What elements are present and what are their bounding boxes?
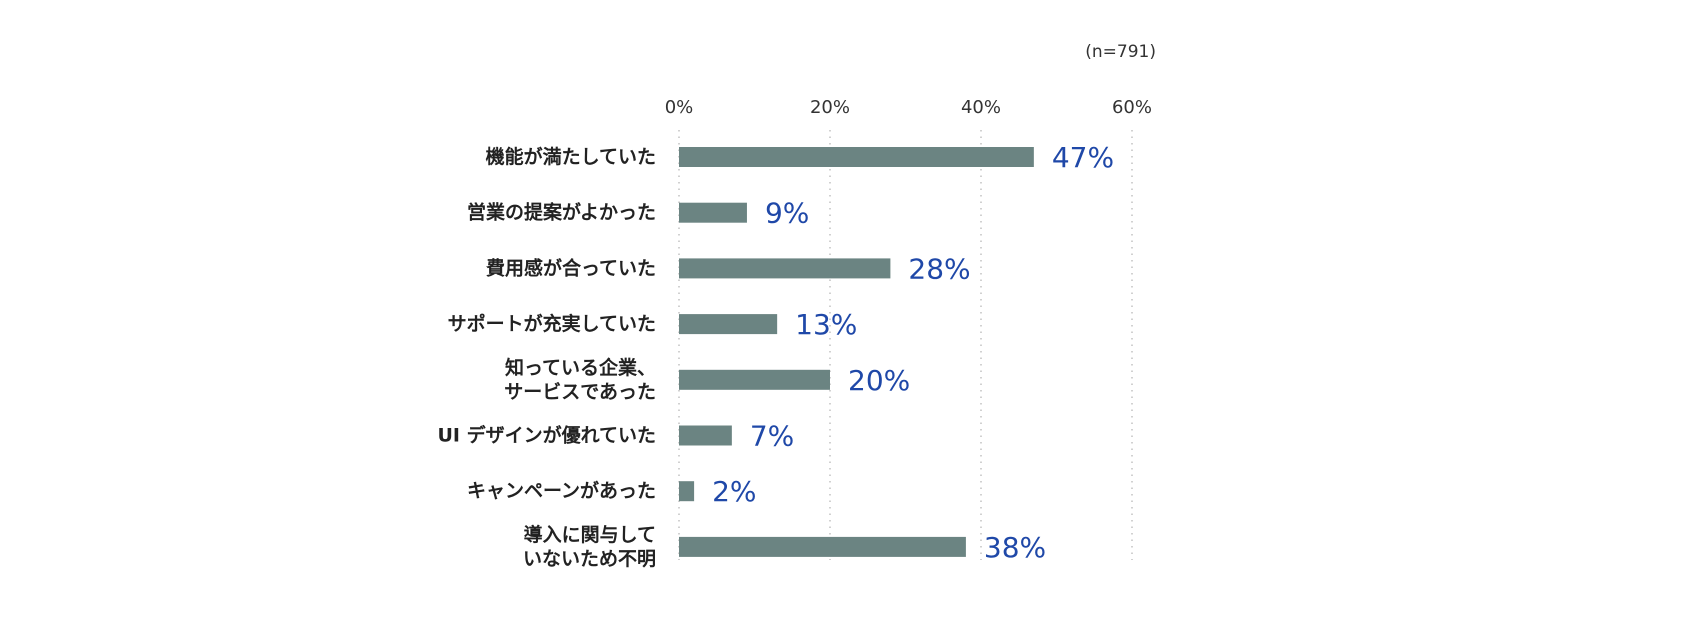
value-label: 38% [984,531,1046,564]
category-labels: 機能が満たしていた営業の提案がよかった費用感が合っていたサポートが充実していた知… [437,145,656,570]
bars [679,147,1034,557]
category-label: UI デザインが優れていた [437,424,656,447]
value-label: 20% [848,364,910,397]
category-label: 機能が満たしていた [486,145,656,168]
bar [679,481,695,502]
value-label: 13% [795,308,857,341]
bar [679,314,778,335]
x-tick-label: 0% [665,97,694,118]
category-label: サービスであった [504,381,656,403]
bar [679,369,830,390]
value-labels: 47% 9% 28% 13% 20% 7% 2% 38% [712,141,1114,564]
bar [679,536,966,557]
category-label: いないため不明 [523,548,656,570]
category-label: キャンペーンがあった [467,479,656,502]
category-label: 導入に関与して [524,523,656,546]
value-label: 28% [908,252,970,285]
x-tick-label: 60% [1112,97,1152,118]
sample-size-note: (n=791) [1085,42,1156,62]
value-label: 7% [750,420,794,453]
value-label: 2% [712,475,756,508]
x-tick-label: 40% [961,97,1001,118]
value-label: 9% [765,197,809,230]
bar [679,258,891,279]
value-label: 47% [1052,141,1114,174]
bar [679,202,747,223]
category-label: 知っている企業、 [505,356,656,379]
bar [679,147,1034,167]
x-tick-label: 20% [810,97,850,118]
bar [679,425,732,446]
category-label: サポートが充実していた [448,312,656,335]
x-axis-ticks: 0% 20% 40% 60% [665,97,1152,118]
category-label: 営業の提案がよかった [467,201,656,224]
category-label: 費用感が合っていた [486,256,656,279]
